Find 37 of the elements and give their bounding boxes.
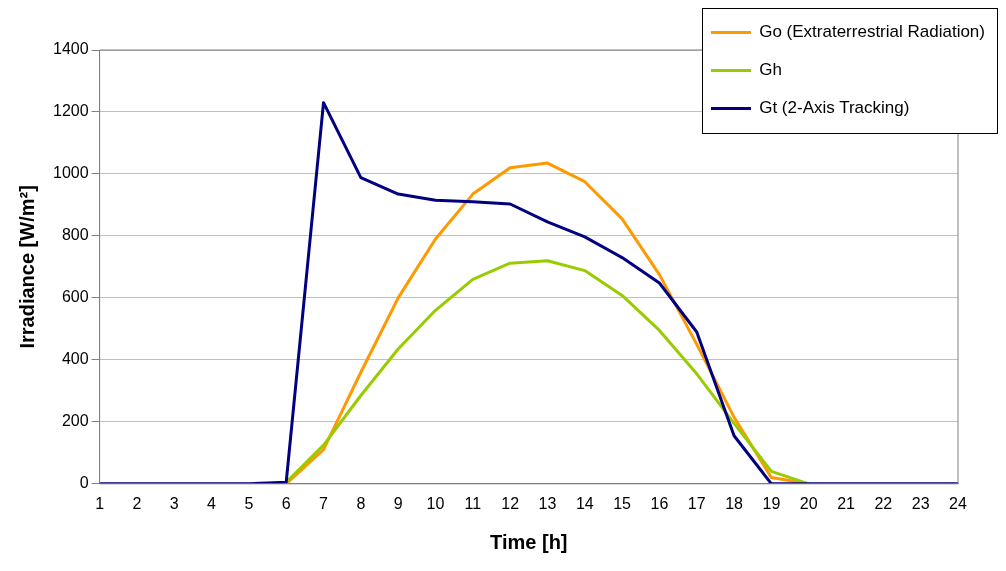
legend-label: Go (Extraterrestrial Radiation) — [759, 22, 985, 42]
x-tick-label: 15 — [613, 494, 632, 512]
y-tick-label: 800 — [61, 226, 89, 244]
x-tick-label: 19 — [762, 494, 781, 512]
x-tick-label: 6 — [281, 494, 291, 512]
x-tick-label: 14 — [575, 494, 594, 512]
y-tick-label: 1000 — [53, 164, 89, 182]
x-tick-label: 11 — [464, 494, 482, 512]
x-tick-label: 2 — [132, 494, 142, 512]
y-tick-label: 400 — [61, 350, 89, 368]
x-tick-label: 18 — [725, 494, 744, 512]
y-tick-label: 600 — [61, 288, 89, 306]
x-tick-label: 21 — [837, 494, 856, 512]
x-tick-label: 3 — [169, 494, 179, 512]
x-tick-label: 4 — [207, 494, 217, 512]
legend-label: Gh — [759, 60, 782, 80]
x-tick-label: 20 — [799, 494, 818, 512]
x-tick-label: 1 — [95, 494, 105, 512]
y-tick-label: 200 — [61, 412, 89, 430]
legend-label: Gt (2-Axis Tracking) — [759, 98, 910, 118]
x-tick-label: 22 — [874, 494, 893, 512]
x-tick-label: 5 — [244, 494, 254, 512]
x-tick-label: 13 — [538, 494, 557, 512]
x-tick-label: 10 — [426, 494, 445, 512]
x-tick-label: 8 — [356, 494, 366, 512]
x-axis-title: Time [h] — [490, 530, 568, 553]
y-axis-title: Irradiance [W/m²] — [15, 185, 38, 349]
x-tick-label: 16 — [650, 494, 669, 512]
x-tick-label: 7 — [319, 494, 329, 512]
y-tick-label: 0 — [79, 474, 89, 492]
x-tick-label: 24 — [949, 494, 967, 512]
y-tick-label: 1400 — [53, 40, 89, 58]
x-tick-label: 9 — [393, 494, 403, 512]
x-tick-label: 23 — [911, 494, 930, 512]
x-tick-label: 17 — [687, 494, 706, 512]
y-tick-label: 1200 — [53, 102, 89, 120]
x-tick-label: 12 — [501, 494, 520, 512]
